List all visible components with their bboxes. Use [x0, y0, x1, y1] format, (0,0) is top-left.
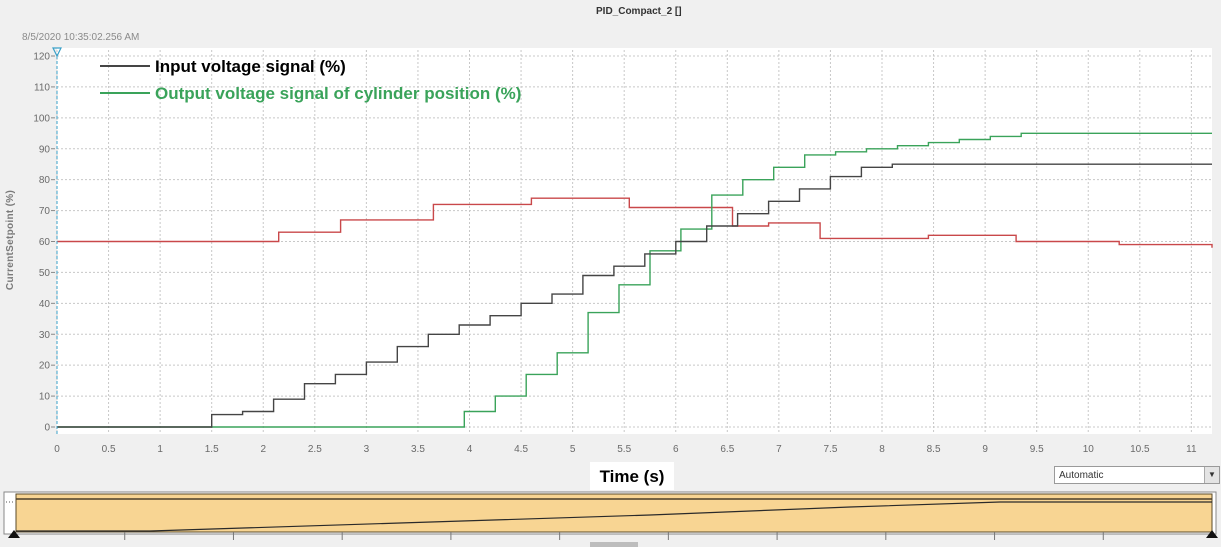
x-tick-label: 5.5 [617, 444, 631, 455]
x-tick-label: 9.5 [1030, 444, 1044, 455]
y-tick-label: 40 [39, 299, 51, 310]
overview-strip[interactable] [3, 491, 1218, 547]
mode-dropdown-value: Automatic [1059, 470, 1104, 481]
y-tick-label: 110 [34, 82, 50, 93]
overview-scroll-grip[interactable] [590, 542, 638, 547]
overview-trend-trace [16, 501, 1212, 532]
x-tick-label: 8.5 [927, 444, 941, 455]
x-tick-label: 0 [54, 444, 60, 455]
x-tick-label: 3 [364, 444, 370, 455]
x-tick-label: 11 [1186, 444, 1197, 455]
y-tick-label: 20 [39, 361, 51, 372]
x-tick-label: 7.5 [823, 444, 837, 455]
x-tick-label: 9 [982, 444, 988, 455]
y-tick-label: 50 [39, 268, 51, 279]
dropdown-arrow-icon[interactable]: ▼ [1204, 467, 1219, 483]
x-tick-label: 0.5 [102, 444, 116, 455]
series-layer [57, 132, 1213, 428]
x-tick-label: 5 [570, 444, 576, 455]
overview-range-window[interactable] [15, 493, 1213, 533]
x-tick-label: 2.5 [308, 444, 322, 455]
y-axis-label: CurrentSetpoint (%) [5, 190, 16, 290]
x-tick-label: 3.5 [411, 444, 425, 455]
overview-left-handle-icon[interactable] [8, 530, 20, 538]
mode-dropdown[interactable]: Automatic ▼ [1054, 466, 1220, 484]
legend-label-output: Output voltage signal of cylinder positi… [155, 84, 521, 103]
y-tick-label: 120 [33, 52, 50, 63]
grid-horizontal [57, 55, 1212, 428]
x-tick-label: 10.5 [1130, 444, 1150, 455]
series-line-output [57, 132, 1212, 428]
y-tick-label: 70 [39, 206, 51, 217]
x-tick-label: 6 [673, 444, 679, 455]
series-line-input [57, 163, 1212, 428]
chart-title: PID_Compact_2 [] [596, 6, 682, 17]
x-tick-label: 2 [260, 444, 266, 455]
x-axis-ticks: 0 0.5 1 1.5 2 2.5 3 3.5 4 4.5 5 5.5 6 6.5 7 7.5 8 8.5 9 9.5… [54, 444, 1197, 455]
legend: Input voltage signal (%) Output voltage … [100, 57, 521, 103]
x-tick-label: 8 [879, 444, 885, 455]
y-tick-label: 80 [39, 175, 51, 186]
cursor-marker-icon[interactable] [52, 47, 62, 58]
x-tick-label: 10 [1083, 444, 1095, 455]
x-tick-label: 6.5 [720, 444, 734, 455]
x-tick-label: 4.5 [514, 444, 528, 455]
overview-ticks [124, 532, 1104, 540]
x-tick-label: 4 [467, 444, 473, 455]
y-tick-label: 30 [39, 330, 51, 341]
legend-label-input: Input voltage signal (%) [155, 57, 346, 76]
y-tick-label: 0 [44, 423, 50, 434]
overview-right-handle-icon[interactable] [1206, 530, 1218, 538]
y-tick-label: 60 [39, 237, 51, 248]
x-tick-label: 7 [776, 444, 782, 455]
y-tick-label: 100 [33, 113, 50, 124]
x-axis-label-box [590, 462, 674, 490]
x-tick-label: 1 [157, 444, 163, 455]
y-tick-label: 90 [39, 144, 51, 155]
y-axis-ticks: 0 10 20 30 40 50 60 70 80 90 100 110 120 [33, 52, 55, 434]
cursor-timestamp: 8/5/2020 10:35:02.256 AM [22, 32, 139, 43]
x-tick-label: 1.5 [205, 444, 219, 455]
y-tick-label: 10 [39, 392, 51, 403]
x-axis-label: Time (s) [600, 467, 665, 486]
